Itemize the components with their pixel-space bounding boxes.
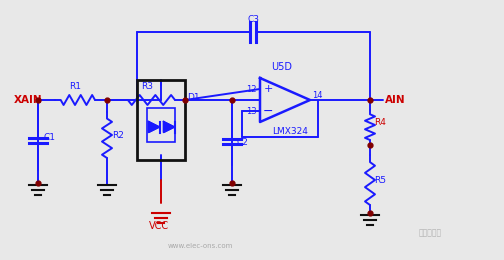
Text: C2: C2 [237,138,249,146]
Text: U5D: U5D [272,62,292,72]
Text: AIN: AIN [385,95,406,105]
Text: R2: R2 [112,131,124,140]
Text: R1: R1 [69,82,81,91]
Text: www.elec-ons.com: www.elec-ons.com [167,243,233,249]
Polygon shape [149,121,159,133]
Polygon shape [163,121,174,133]
Text: D1: D1 [187,93,200,102]
Text: C1: C1 [43,133,55,141]
Text: 电子发烧友: 电子发烧友 [418,228,442,237]
Text: C3: C3 [247,15,260,24]
Text: R3: R3 [141,82,153,91]
Text: 13: 13 [246,107,257,115]
Text: XAIN: XAIN [14,95,43,105]
Text: R5: R5 [374,176,386,185]
Bar [147,108,175,142]
Text: 12: 12 [246,84,257,94]
Text: LMX324: LMX324 [272,127,308,136]
Text: +: + [263,84,273,94]
Text: VCC: VCC [149,221,169,231]
Text: R4: R4 [374,118,386,127]
Text: 14: 14 [312,90,323,100]
Text: −: − [263,105,273,118]
Bar [137,80,185,160]
